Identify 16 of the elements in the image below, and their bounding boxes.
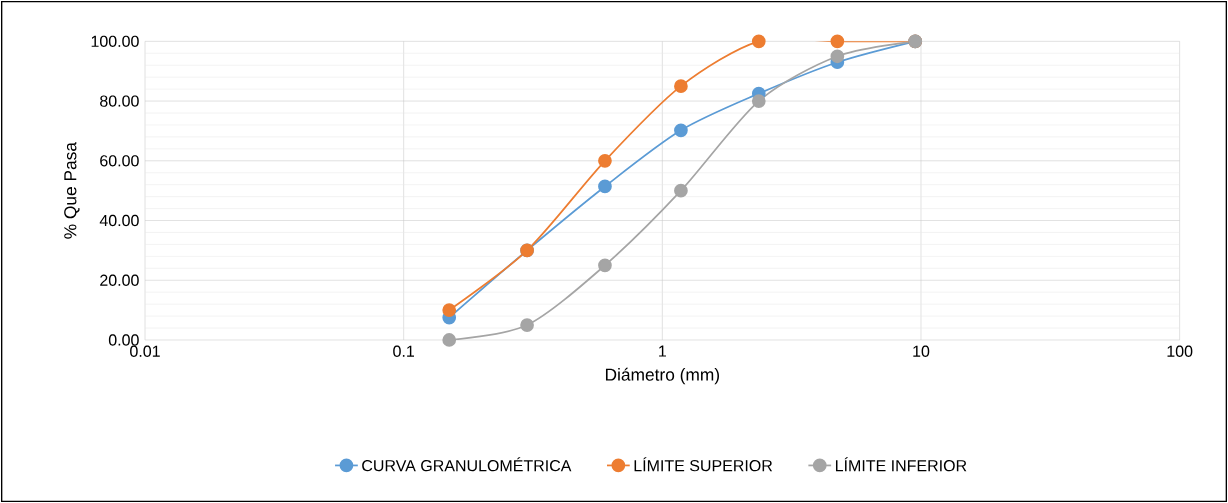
y-tick-label: 40.00 — [99, 214, 139, 227]
x-tick-label: 0.01 — [130, 345, 160, 357]
y-axis-title: % Que Pasa — [64, 142, 80, 239]
x-axis-title: Diámetro (mm) — [605, 367, 720, 385]
x-tick-label: 0.1 — [393, 345, 414, 357]
x-tick-label: 100 — [1167, 345, 1193, 357]
y-tick-label: 20.00 — [100, 274, 139, 286]
y-tick-label: 100.00 — [91, 35, 139, 47]
y-tick-label: 0.00 — [108, 334, 139, 346]
legend-label: LÍMITE SUPERIOR — [634, 457, 773, 472]
x-tick-label: 10 — [913, 345, 930, 357]
y-tick-label: 80.00 — [100, 95, 139, 107]
x-tick-label: 1 — [659, 345, 666, 357]
legend-label: CURVA GRANULOMÉTRICA — [362, 457, 572, 472]
legend-label: LÍMITE INFERIOR — [835, 457, 967, 472]
y-tick-label: 60.00 — [100, 155, 139, 167]
